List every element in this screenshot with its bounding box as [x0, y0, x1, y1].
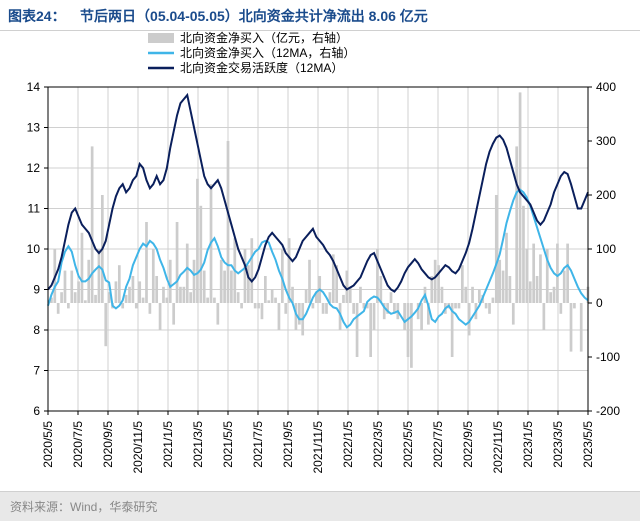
footer: 资料来源：Wind，华泰研究	[0, 491, 640, 521]
svg-text:400: 400	[596, 80, 616, 94]
svg-text:2022/9/5: 2022/9/5	[461, 421, 475, 468]
svg-text:2021/9/5: 2021/9/5	[281, 421, 295, 468]
svg-text:9: 9	[33, 283, 40, 297]
svg-text:10: 10	[27, 242, 41, 256]
svg-text:2020/11/5: 2020/11/5	[131, 421, 145, 474]
svg-text:2020/9/5: 2020/9/5	[101, 421, 115, 468]
svg-text:300: 300	[596, 134, 616, 148]
svg-text:14: 14	[27, 80, 41, 94]
svg-text:2022/11/5: 2022/11/5	[491, 421, 505, 474]
svg-text:6: 6	[33, 404, 40, 418]
svg-text:12: 12	[27, 161, 41, 175]
svg-text:2021/1/5: 2021/1/5	[161, 421, 175, 468]
header: 图表24： 节后两日（05.04-05.05）北向资金共计净流出 8.06 亿元	[0, 0, 640, 31]
svg-text:2022/5/5: 2022/5/5	[401, 421, 415, 468]
svg-text:2023/3/5: 2023/3/5	[551, 421, 565, 468]
svg-text:0: 0	[596, 296, 603, 310]
svg-text:2021/7/5: 2021/7/5	[251, 421, 265, 468]
svg-text:2023/5/5: 2023/5/5	[581, 421, 595, 468]
svg-text:2021/5/5: 2021/5/5	[221, 421, 235, 468]
svg-text:200: 200	[596, 188, 616, 202]
svg-text:2020/7/5: 2020/7/5	[71, 421, 85, 468]
source-label: 资料来源：Wind，华泰研究	[10, 500, 157, 514]
svg-text:北向资金净买入（亿元，右轴）: 北向资金净买入（亿元，右轴）	[180, 31, 348, 45]
svg-text:北向资金交易活跃度（12MA）: 北向资金交易活跃度（12MA）	[180, 60, 343, 75]
svg-text:7: 7	[33, 364, 40, 378]
svg-text:-200: -200	[596, 404, 620, 418]
svg-text:2021/3/5: 2021/3/5	[191, 421, 205, 468]
svg-text:2023/1/5: 2023/1/5	[521, 421, 535, 468]
svg-text:11: 11	[28, 202, 41, 216]
svg-text:2022/3/5: 2022/3/5	[371, 421, 385, 468]
svg-text:北向资金净买入（12MA，右轴）: 北向资金净买入（12MA，右轴）	[180, 45, 355, 60]
chart-index: 图表24：	[8, 8, 66, 24]
chart-title: 节后两日（05.04-05.05）北向资金共计净流出 8.06 亿元	[80, 8, 428, 24]
svg-text:13: 13	[27, 121, 41, 135]
chart-area: 6 7 8 9 10 11 12 13 14 -200 -100 0 100 200 300 400 2020/…	[0, 31, 640, 491]
svg-text:2022/1/5: 2022/1/5	[341, 421, 355, 468]
svg-text:-100: -100	[596, 350, 620, 364]
svg-text:2022/7/5: 2022/7/5	[431, 421, 445, 468]
svg-text:100: 100	[596, 242, 616, 256]
svg-text:8: 8	[33, 323, 40, 337]
chart-svg: 6 7 8 9 10 11 12 13 14 -200 -100 0 100 200 300 400 2020/…	[0, 31, 640, 491]
svg-text:2021/11/5: 2021/11/5	[311, 421, 325, 474]
svg-text:2020/5/5: 2020/5/5	[41, 421, 55, 468]
